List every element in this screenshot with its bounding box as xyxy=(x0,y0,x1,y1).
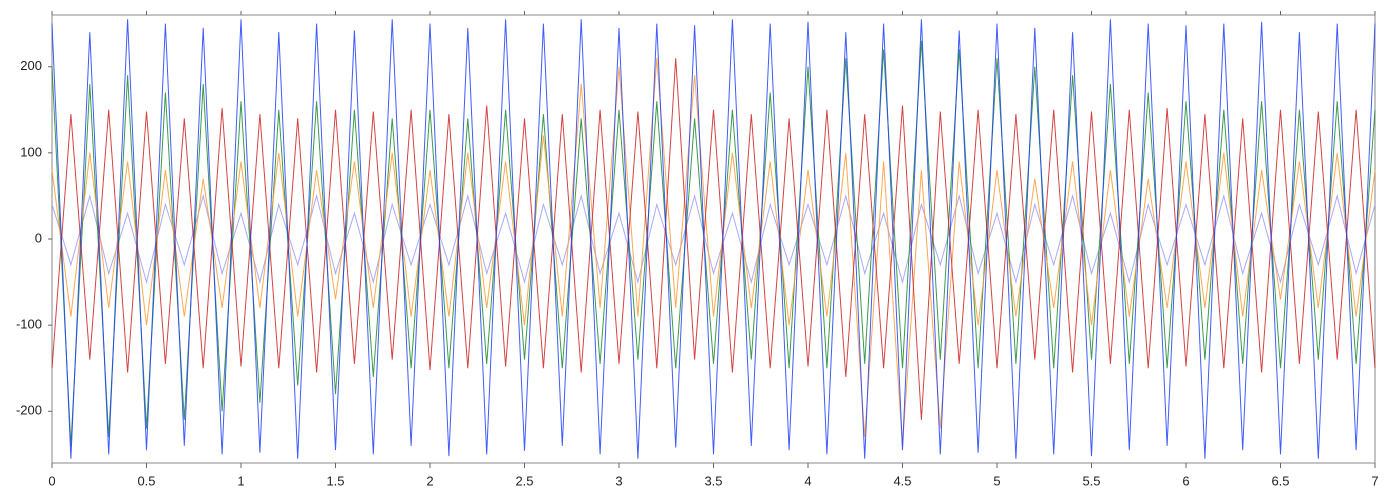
signal-line xyxy=(51,58,1376,420)
y-tick-label: -100 xyxy=(16,317,42,332)
signal-line xyxy=(51,19,1376,459)
x-tick-label: 3.5 xyxy=(704,473,722,488)
y-tick-label: 0 xyxy=(35,230,42,245)
y-tick-label: 200 xyxy=(20,58,42,73)
x-tick-label: 2.5 xyxy=(515,473,533,488)
x-tick-label: 5 xyxy=(993,473,1000,488)
x-tick-label: 4 xyxy=(804,473,811,488)
x-tick-label: 7 xyxy=(1371,473,1378,488)
x-tick-label: 0 xyxy=(48,473,55,488)
y-tick-label: -200 xyxy=(16,403,42,418)
x-tick-label: 6 xyxy=(1182,473,1189,488)
x-tick-label: 2 xyxy=(426,473,433,488)
x-tick-label: 4.5 xyxy=(893,473,911,488)
x-tick-label: 1 xyxy=(237,473,244,488)
x-tick-label: 6.5 xyxy=(1271,473,1289,488)
x-tick-label: 1.5 xyxy=(326,473,344,488)
x-tick-label: 0.5 xyxy=(137,473,155,488)
signal-line xyxy=(51,58,1376,446)
x-tick-label: 3 xyxy=(615,473,622,488)
y-tick-label: 100 xyxy=(20,144,42,159)
x-tick-label: 5.5 xyxy=(1082,473,1100,488)
